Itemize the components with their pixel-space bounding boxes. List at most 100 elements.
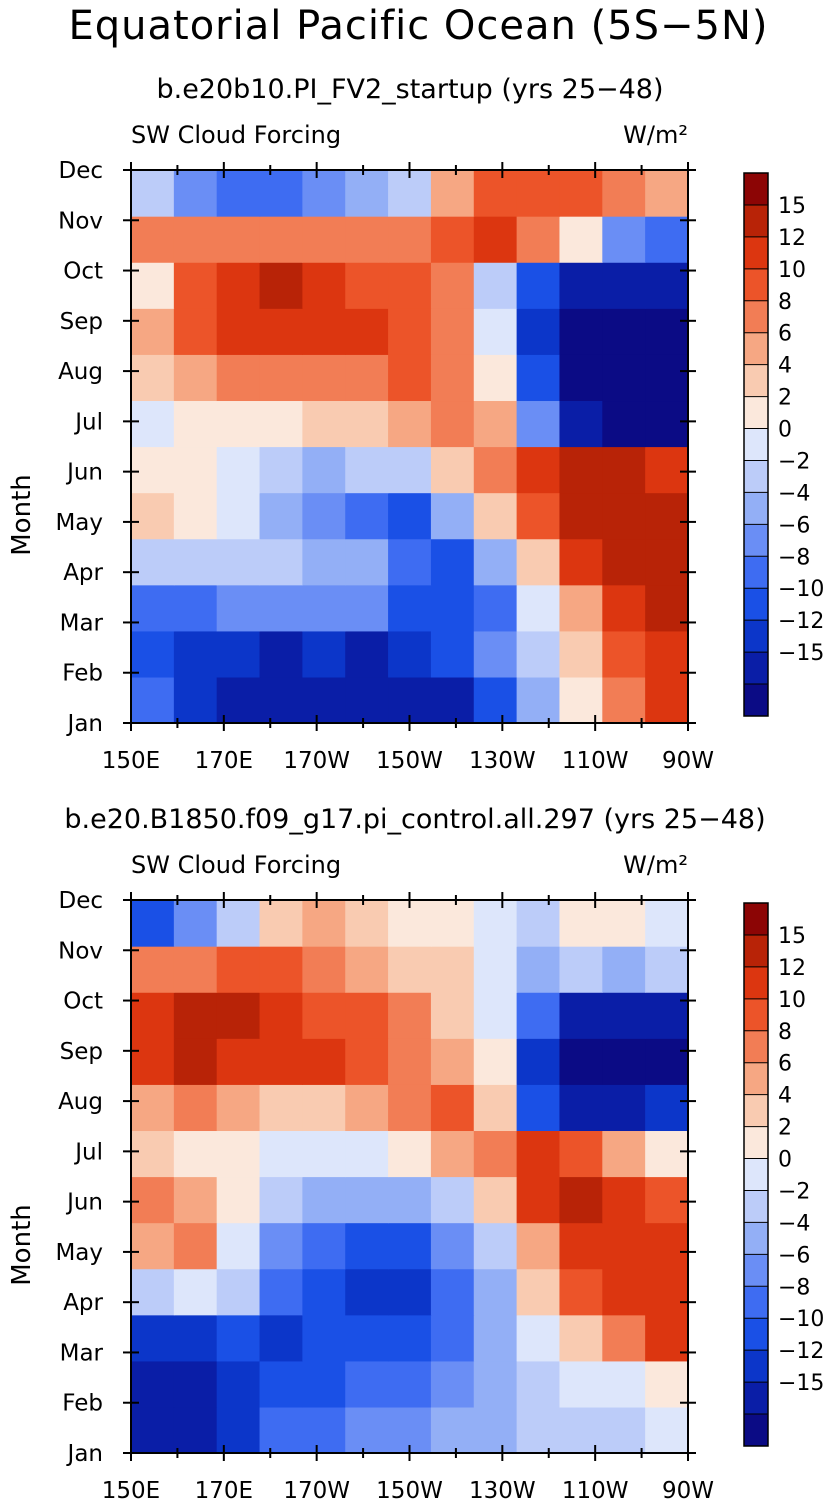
heatmap-cell: [559, 992, 603, 1039]
y-tick-label: Jun: [65, 460, 103, 486]
colorbar-label: 6: [778, 322, 792, 347]
heatmap-cell: [131, 1222, 175, 1270]
heatmap-cell: [345, 630, 389, 678]
heatmap-cell: [173, 262, 218, 309]
heatmap-cell: [559, 946, 603, 993]
heatmap-cell: [516, 354, 561, 402]
colorbar-swatch: [744, 364, 768, 397]
heatmap-cell: [302, 216, 346, 263]
heatmap-cell: [645, 308, 689, 355]
heatmap-cell: [216, 992, 261, 1039]
units-label: W/m²: [623, 121, 688, 149]
colorbar-label: −12: [778, 609, 824, 634]
heatmap-cell: [602, 1314, 646, 1362]
heatmap-cell: [173, 946, 218, 993]
heatmap-cell: [302, 1222, 346, 1270]
heatmap-cell: [645, 1084, 689, 1132]
heatmap-cell: [216, 1268, 261, 1316]
heatmap-cell: [259, 1268, 303, 1316]
heatmap-cell: [645, 170, 689, 217]
y-tick-label: Feb: [62, 661, 103, 687]
heatmap-cell: [388, 354, 432, 402]
heatmap-cell: [259, 400, 303, 448]
colorbar-label: −2: [778, 1179, 810, 1204]
x-tick-label: 90W: [662, 748, 714, 774]
heatmap-cell: [388, 1176, 432, 1224]
colorbar-label: 8: [778, 290, 792, 315]
colorbar-swatch: [744, 934, 768, 968]
y-tick-label: Jul: [73, 409, 103, 435]
heatmap-cell: [430, 992, 475, 1039]
heatmap-cell: [259, 170, 303, 217]
heatmap-cell: [173, 446, 218, 494]
heatmap-cell: [302, 538, 346, 586]
heatmap-cell: [173, 1406, 218, 1454]
heatmap-cell: [516, 400, 561, 448]
heatmap-cell: [645, 446, 689, 494]
axes: Jan Feb Mar Apr May Jun Jul Aug Sep Oct Nov Dec 150E…: [55, 158, 714, 774]
colorbar-swatch: [744, 1190, 768, 1223]
y-tick-label: Mar: [60, 610, 104, 636]
heatmap-cell: [559, 308, 603, 355]
heatmap-cell: [602, 354, 646, 402]
heatmap-cell: [388, 1268, 432, 1316]
heatmap-cell: [602, 900, 646, 947]
colorbar-label: −6: [778, 513, 810, 538]
heatmap-cell: [602, 1360, 646, 1408]
variable-label: SW Cloud Forcing: [131, 121, 341, 149]
colorbar-swatch: [744, 1286, 768, 1319]
heatmap-cell: [559, 354, 603, 402]
heatmap-cell: [430, 170, 475, 217]
heatmap-cell: [559, 492, 603, 540]
heatmap-cell: [559, 1268, 603, 1316]
colorbar-label: 2: [778, 1116, 792, 1141]
heatmap-cell: [559, 630, 603, 678]
x-tick-label: 150E: [102, 748, 160, 774]
heatmap-cell: [516, 216, 561, 263]
heatmap-cell: [216, 584, 261, 632]
heatmap-cell: [473, 492, 518, 540]
heatmap-cell: [302, 900, 346, 947]
heatmap-cell: [259, 946, 303, 993]
x-tick-label: 110W: [562, 1478, 629, 1504]
heatmap-cell: [345, 1038, 389, 1085]
heatmap-cell: [559, 1176, 603, 1224]
heatmap-cell: [516, 446, 561, 494]
heatmap-cell: [345, 900, 389, 947]
heatmap-cell: [173, 1084, 218, 1132]
heatmap-cell: [131, 900, 175, 947]
heatmap-cell: [602, 308, 646, 355]
heatmap-cell: [302, 584, 346, 632]
heatmap-cell: [259, 1038, 303, 1085]
colorbar-label: 15: [778, 194, 806, 219]
heatmap-cell: [216, 446, 261, 494]
x-tick-label: 130W: [469, 748, 536, 774]
heatmap-cell: [602, 492, 646, 540]
heatmap-cell: [430, 676, 475, 724]
heatmap-cell: [559, 262, 603, 309]
colorbar-swatch: [744, 1382, 768, 1415]
heatmap-cell: [345, 1406, 389, 1454]
colorbar: 15 12 10 8 6 4 2 0 −2 −4 −6 −8 −10 −12 −15: [743, 902, 824, 1447]
heatmap-cell: [173, 308, 218, 355]
heatmap-cell: [645, 400, 689, 448]
heatmap-cell: [259, 308, 303, 355]
colorbar-label: 0: [778, 1148, 792, 1173]
colorbar-swatch: [744, 204, 768, 238]
heatmap-cell: [602, 676, 646, 724]
heatmap-cell: [131, 1084, 175, 1132]
heatmap-cell: [131, 676, 175, 724]
heatmap-cell: [645, 676, 689, 724]
heatmap-cell: [516, 900, 561, 947]
heatmap-cell: [131, 400, 175, 448]
colorbar-label: −8: [778, 545, 810, 570]
heatmap-cell: [559, 1360, 603, 1408]
y-tick-label: Jan: [66, 1441, 103, 1467]
colorbar-label: 6: [778, 1052, 792, 1077]
heatmap-cell: [131, 1130, 175, 1178]
heatmap-cell: [430, 492, 475, 540]
colorbar-label: −4: [778, 481, 810, 506]
heatmap-cell: [345, 1084, 389, 1132]
heatmap-cell: [216, 308, 261, 355]
heatmap-cell: [602, 446, 646, 494]
